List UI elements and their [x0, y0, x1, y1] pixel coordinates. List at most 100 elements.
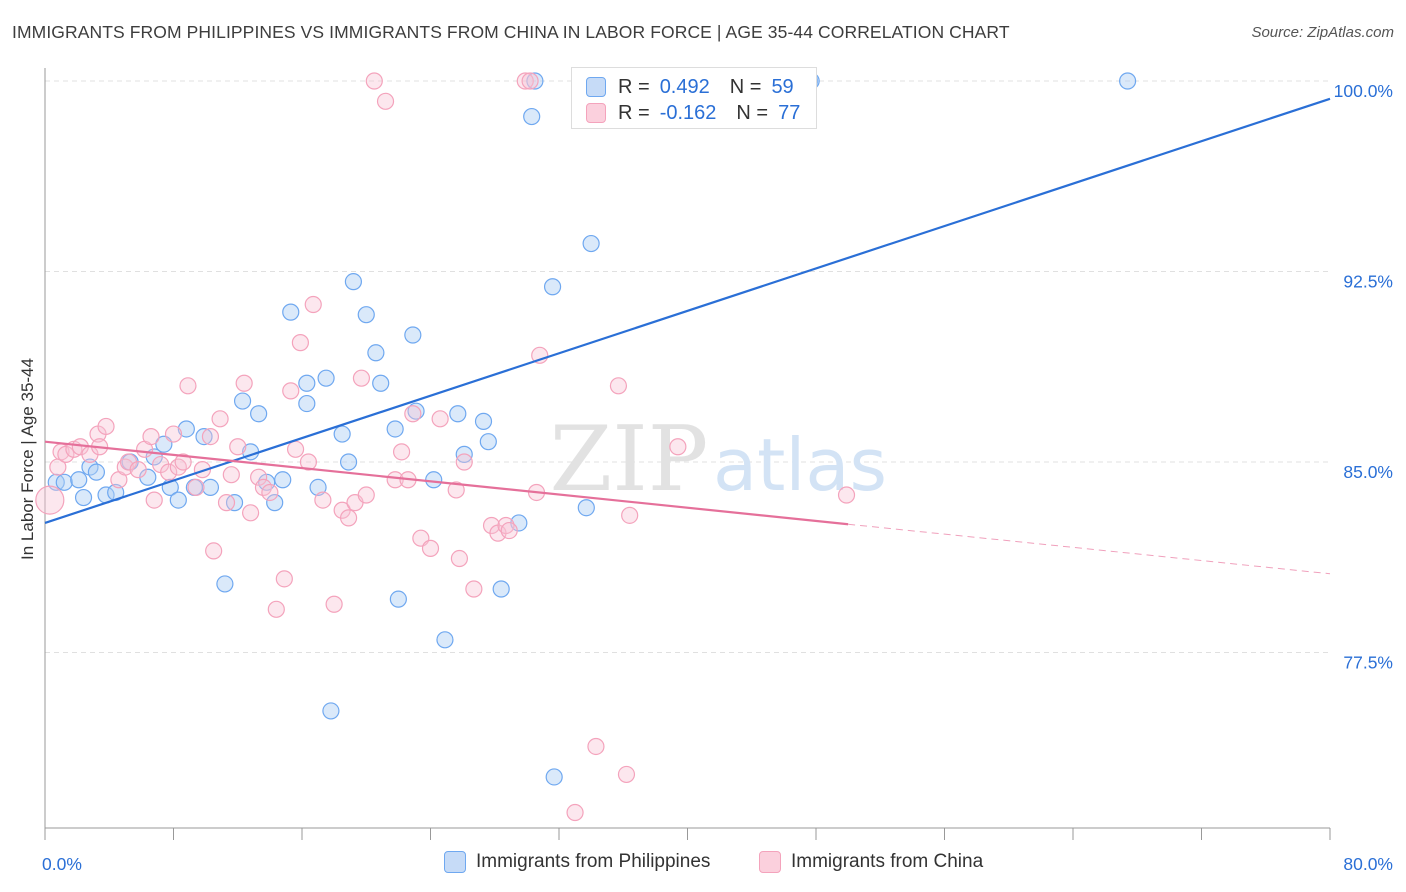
china-point — [275, 570, 293, 588]
china-point — [291, 334, 309, 352]
china-point — [339, 509, 358, 527]
philippines-point — [1119, 72, 1137, 90]
philippines-point — [386, 420, 404, 438]
stats-legend: R = 0.492 N = 59 R = -0.162 N = 77 — [571, 67, 817, 129]
legend-item-china[interactable]: Immigrants from China — [759, 851, 983, 873]
philippines-point — [87, 463, 106, 481]
philippines-point — [543, 278, 562, 296]
china-point — [516, 72, 534, 90]
china-point — [421, 539, 440, 557]
philippines-point — [389, 590, 407, 608]
philippines-point — [372, 374, 390, 392]
stats-row-china: R = -0.162 N = 77 — [586, 100, 800, 126]
y-axis-title: In Labor Force | Age 35-44 — [18, 358, 37, 560]
chart-title: IMMIGRANTS FROM PHILIPPINES VS IMMIGRANT… — [12, 22, 1010, 42]
china-point — [35, 485, 65, 515]
x-tick-label-max: 80.0% — [1343, 854, 1393, 874]
philippines-point — [545, 768, 563, 786]
china-point — [386, 471, 404, 489]
source-label: Source: ZipAtlas.com — [1251, 24, 1394, 41]
china-point — [455, 453, 473, 471]
china-point — [229, 438, 247, 456]
philippines-point — [201, 478, 220, 496]
china-point — [299, 453, 318, 471]
china-point — [325, 595, 343, 613]
china-point — [609, 377, 628, 395]
philippines-point — [55, 473, 73, 491]
philippines-point — [523, 107, 541, 126]
china-point — [142, 428, 160, 446]
legend-label-philippines: Immigrants from Philippines — [476, 851, 711, 872]
legend-item-philippines[interactable]: Immigrants from Philippines — [444, 851, 710, 873]
china-point — [169, 458, 187, 476]
philippines-point — [317, 369, 335, 387]
china-point — [431, 410, 449, 428]
china-point — [497, 516, 515, 535]
philippines-point — [357, 306, 375, 324]
china-point — [376, 92, 395, 110]
china-legend-swatch — [759, 851, 781, 873]
philippines-point — [577, 499, 595, 517]
stats-row-philippines: R = 0.492 N = 59 — [586, 74, 794, 100]
philippines-point — [582, 234, 600, 253]
philippines-point — [169, 491, 187, 509]
china-point — [187, 478, 205, 496]
philippines-point — [339, 453, 358, 471]
china-point — [286, 440, 305, 458]
philippines-point — [526, 72, 544, 90]
philippines-trend-line — [44, 97, 1331, 525]
china-point — [621, 506, 639, 524]
philippines-point — [367, 344, 385, 362]
china-point — [160, 463, 178, 481]
china-point — [205, 542, 223, 560]
philippines-point — [492, 580, 510, 598]
philippines-point — [474, 412, 493, 430]
philippines-point — [479, 433, 497, 451]
china-point — [304, 295, 322, 314]
china-point — [97, 417, 115, 436]
legend-label-china: Immigrants from China — [791, 851, 984, 872]
x-tick-label-min: 0.0% — [42, 854, 82, 874]
china-point — [179, 377, 197, 395]
china-point — [174, 453, 192, 471]
philippines-point — [298, 394, 316, 413]
china-point — [521, 72, 539, 90]
watermark-zip: ZIP — [550, 407, 709, 512]
n-label: N = — [729, 75, 762, 98]
philippines-point — [344, 273, 362, 291]
n-value: 77 — [778, 101, 801, 124]
china-point — [211, 410, 229, 428]
china-point — [392, 443, 411, 461]
philippines-point — [177, 420, 195, 438]
china-point — [261, 483, 279, 502]
philippines-point — [282, 303, 300, 321]
philippines-point — [436, 631, 454, 649]
china-point — [145, 491, 163, 509]
china-point — [193, 461, 212, 479]
china-point — [404, 405, 422, 423]
philippines-point — [195, 428, 213, 446]
china-point — [837, 486, 856, 504]
china-point — [357, 486, 375, 504]
china-point — [669, 438, 687, 456]
philippines-point — [333, 425, 351, 443]
y-tick-label: 100.0% — [1334, 81, 1393, 101]
r-label: R = — [618, 101, 650, 124]
china-point — [352, 369, 371, 387]
n-value: 59 — [771, 75, 794, 98]
r-label: R = — [618, 75, 650, 98]
philippines-point — [74, 488, 93, 507]
china-swatch — [586, 103, 606, 123]
china-trend-line — [44, 440, 849, 526]
china-point — [566, 803, 584, 822]
n-label: N = — [736, 101, 769, 124]
china-point — [217, 494, 236, 512]
china-point — [447, 481, 465, 499]
philippines-point — [322, 702, 340, 720]
axes — [44, 68, 1331, 840]
china-point — [282, 382, 300, 400]
china-point — [222, 466, 240, 484]
y-tick-label: 85.0% — [1343, 462, 1393, 482]
r-value: 0.492 — [659, 75, 710, 98]
